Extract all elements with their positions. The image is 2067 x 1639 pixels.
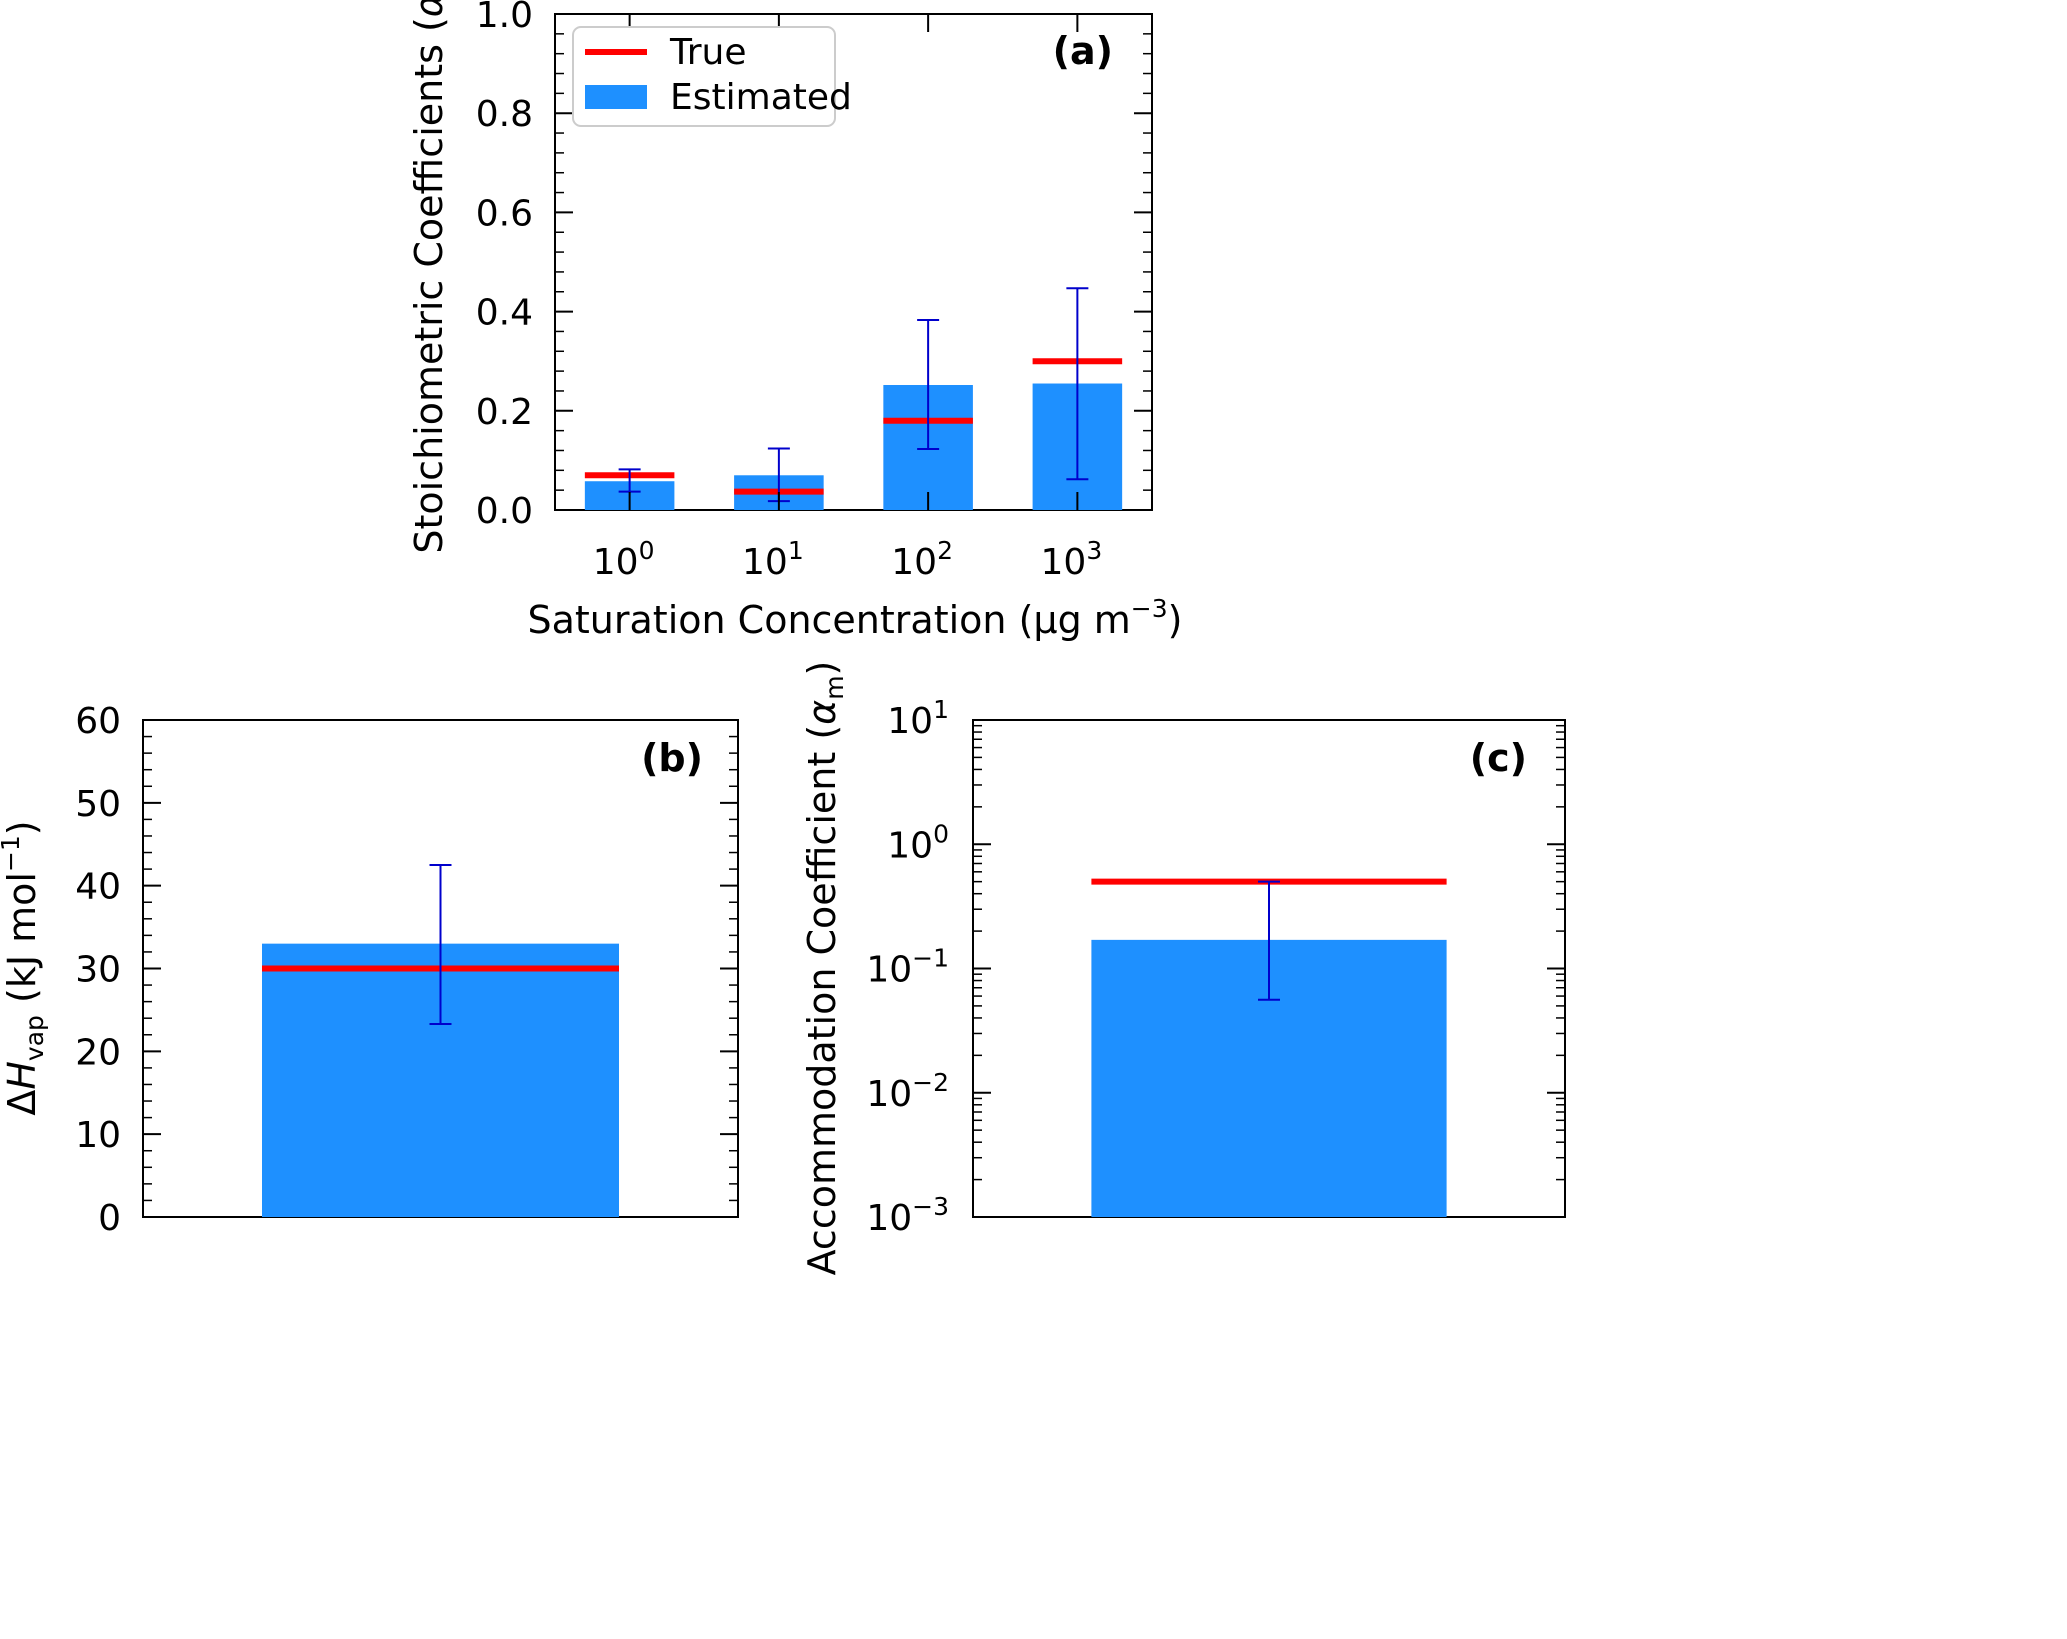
y-tick-label: 100 <box>887 819 949 866</box>
y-tick-label: 60 <box>75 701 121 742</box>
panel-c: 10−3 10−2 10−1 100 101 Accommodation Coeffici… <box>800 661 1566 1276</box>
x-axis-label: Saturation Concentration (μg m−3) <box>528 594 1183 642</box>
panel-label-b: (b) <box>641 736 703 780</box>
x-tick-label: 101 <box>742 536 804 583</box>
legend-estimated-label: Estimated <box>670 77 852 118</box>
x-tick-label: 102 <box>891 536 953 583</box>
y-tick-label: 10−2 <box>866 1068 949 1115</box>
x-tick-label: 103 <box>1041 536 1103 583</box>
x-tick-label: 100 <box>593 536 655 583</box>
panel-a: 0.0 0.2 0.4 0.6 0.8 1.0 100 101 102 103 Saturation… <box>407 0 1182 642</box>
y-tick-label: 10−3 <box>866 1192 949 1239</box>
y-tick-label: 40 <box>75 867 121 908</box>
y-tick-label: 10−1 <box>866 944 949 991</box>
y-tick-label: 30 <box>75 950 121 991</box>
y-tick-label: 0.0 <box>476 491 533 532</box>
y-tick-label: 10 <box>75 1115 121 1156</box>
y-axis-label: Stoichiometric Coefficients (αi) <box>407 0 456 554</box>
y-axis-label: ΔHvap (kJ mol−1) <box>0 820 49 1115</box>
y-tick-label: 50 <box>75 784 121 825</box>
y-tick-label: 101 <box>887 695 949 742</box>
y-tick-label: 0.4 <box>476 293 533 334</box>
y-tick-label: 0.6 <box>476 193 533 234</box>
y-tick-label: 0.8 <box>476 94 533 135</box>
y-tick-label: 20 <box>75 1032 121 1073</box>
y-tick-label: 1.0 <box>476 0 533 36</box>
panel-label-a: (a) <box>1053 29 1113 73</box>
panel-b: 0 10 20 30 40 50 60 ΔHvap (kJ mol−1) (b) <box>0 701 739 1239</box>
axes-frame <box>554 13 1153 511</box>
panel-label-c: (c) <box>1470 736 1527 780</box>
legend-estimated-swatch <box>585 85 647 109</box>
y-axis-label: Accommodation Coefficient (αm) <box>800 661 849 1276</box>
legend-true-label: True <box>669 32 746 73</box>
y-tick-label: 0 <box>98 1198 121 1239</box>
y-tick-label: 0.2 <box>476 392 533 433</box>
